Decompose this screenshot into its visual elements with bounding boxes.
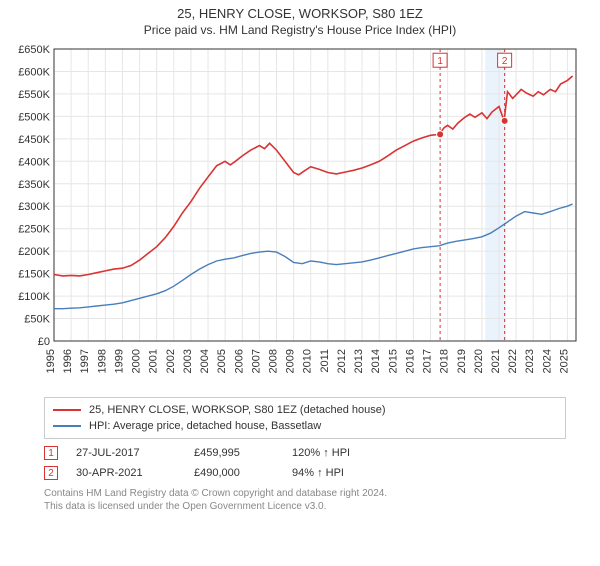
svg-text:£250K: £250K xyxy=(18,224,50,236)
svg-text:£0: £0 xyxy=(38,336,50,348)
sale-date: 27-JUL-2017 xyxy=(76,447,176,459)
svg-text:£50K: £50K xyxy=(24,314,50,326)
svg-text:£100K: £100K xyxy=(18,291,50,303)
svg-text:2018: 2018 xyxy=(439,349,451,373)
svg-text:2005: 2005 xyxy=(216,349,228,373)
svg-text:2004: 2004 xyxy=(199,349,211,373)
svg-text:2008: 2008 xyxy=(267,349,279,373)
svg-text:£500K: £500K xyxy=(18,111,50,123)
svg-text:£200K: £200K xyxy=(18,246,50,258)
svg-text:2000: 2000 xyxy=(131,349,143,373)
svg-text:1: 1 xyxy=(437,56,443,67)
svg-text:2001: 2001 xyxy=(148,349,160,373)
svg-text:1997: 1997 xyxy=(79,349,91,373)
svg-text:2015: 2015 xyxy=(387,349,399,373)
legend-item: HPI: Average price, detached house, Bass… xyxy=(53,418,557,434)
legend-label: 25, HENRY CLOSE, WORKSOP, S80 1EZ (detac… xyxy=(89,404,386,416)
legend-swatch xyxy=(53,425,81,427)
svg-text:£450K: £450K xyxy=(18,134,50,146)
footer-line-1: Contains HM Land Registry data © Crown c… xyxy=(44,487,566,500)
svg-text:£650K: £650K xyxy=(18,44,50,56)
svg-text:2020: 2020 xyxy=(473,349,485,373)
legend-swatch xyxy=(53,409,81,411)
footer-line-2: This data is licensed under the Open Gov… xyxy=(44,500,566,513)
sale-marker: 1 xyxy=(44,446,58,460)
svg-text:£150K: £150K xyxy=(18,269,50,281)
svg-text:2017: 2017 xyxy=(422,349,434,373)
chart-title: 25, HENRY CLOSE, WORKSOP, S80 1EZ xyxy=(0,6,600,21)
sale-marker: 2 xyxy=(44,466,58,480)
svg-text:2022: 2022 xyxy=(507,349,519,373)
svg-text:2: 2 xyxy=(502,56,508,67)
sale-row: 1 27-JUL-2017 £459,995 120% ↑ HPI xyxy=(44,443,566,463)
svg-text:2021: 2021 xyxy=(490,349,502,373)
svg-text:2006: 2006 xyxy=(233,349,245,373)
svg-text:2016: 2016 xyxy=(404,349,416,373)
svg-text:£300K: £300K xyxy=(18,201,50,213)
sale-vs-hpi: 94% ↑ HPI xyxy=(292,467,362,479)
svg-text:£400K: £400K xyxy=(18,156,50,168)
sales-table: 1 27-JUL-2017 £459,995 120% ↑ HPI 2 30-APR-20… xyxy=(44,443,566,483)
svg-text:2023: 2023 xyxy=(524,349,536,373)
chart-area: £0 £50K £100K £150K £200K £250K £300K £350K £400… xyxy=(10,41,590,391)
svg-text:£600K: £600K xyxy=(18,66,50,78)
svg-text:2007: 2007 xyxy=(250,349,262,373)
svg-text:1995: 1995 xyxy=(45,349,57,373)
svg-text:£350K: £350K xyxy=(18,179,50,191)
svg-text:2025: 2025 xyxy=(558,349,570,373)
sale-row: 2 30-APR-2021 £490,000 94% ↑ HPI xyxy=(44,463,566,483)
svg-text:1999: 1999 xyxy=(113,349,125,373)
svg-text:1996: 1996 xyxy=(62,349,74,373)
legend-label: HPI: Average price, detached house, Bass… xyxy=(89,420,321,432)
svg-text:2024: 2024 xyxy=(541,349,553,373)
svg-text:2009: 2009 xyxy=(285,349,297,373)
svg-text:2013: 2013 xyxy=(353,349,365,373)
sale-price: £490,000 xyxy=(194,467,274,479)
sale-vs-hpi: 120% ↑ HPI xyxy=(292,447,362,459)
legend: 25, HENRY CLOSE, WORKSOP, S80 1EZ (detac… xyxy=(44,397,566,439)
svg-text:2010: 2010 xyxy=(302,349,314,373)
svg-text:1998: 1998 xyxy=(96,349,108,373)
sale-date: 30-APR-2021 xyxy=(76,467,176,479)
svg-text:2019: 2019 xyxy=(456,349,468,373)
chart-subtitle: Price paid vs. HM Land Registry's House … xyxy=(0,23,600,37)
svg-text:2014: 2014 xyxy=(370,349,382,373)
sale-price: £459,995 xyxy=(194,447,274,459)
svg-text:2011: 2011 xyxy=(319,349,331,373)
svg-text:2002: 2002 xyxy=(165,349,177,373)
svg-text:2012: 2012 xyxy=(336,349,348,373)
svg-text:£550K: £550K xyxy=(18,89,50,101)
legend-item: 25, HENRY CLOSE, WORKSOP, S80 1EZ (detac… xyxy=(53,402,557,418)
footer-attribution: Contains HM Land Registry data © Crown c… xyxy=(44,487,566,513)
svg-text:2003: 2003 xyxy=(182,349,194,373)
line-chart: £0 £50K £100K £150K £200K £250K £300K £350K £400… xyxy=(10,41,590,391)
